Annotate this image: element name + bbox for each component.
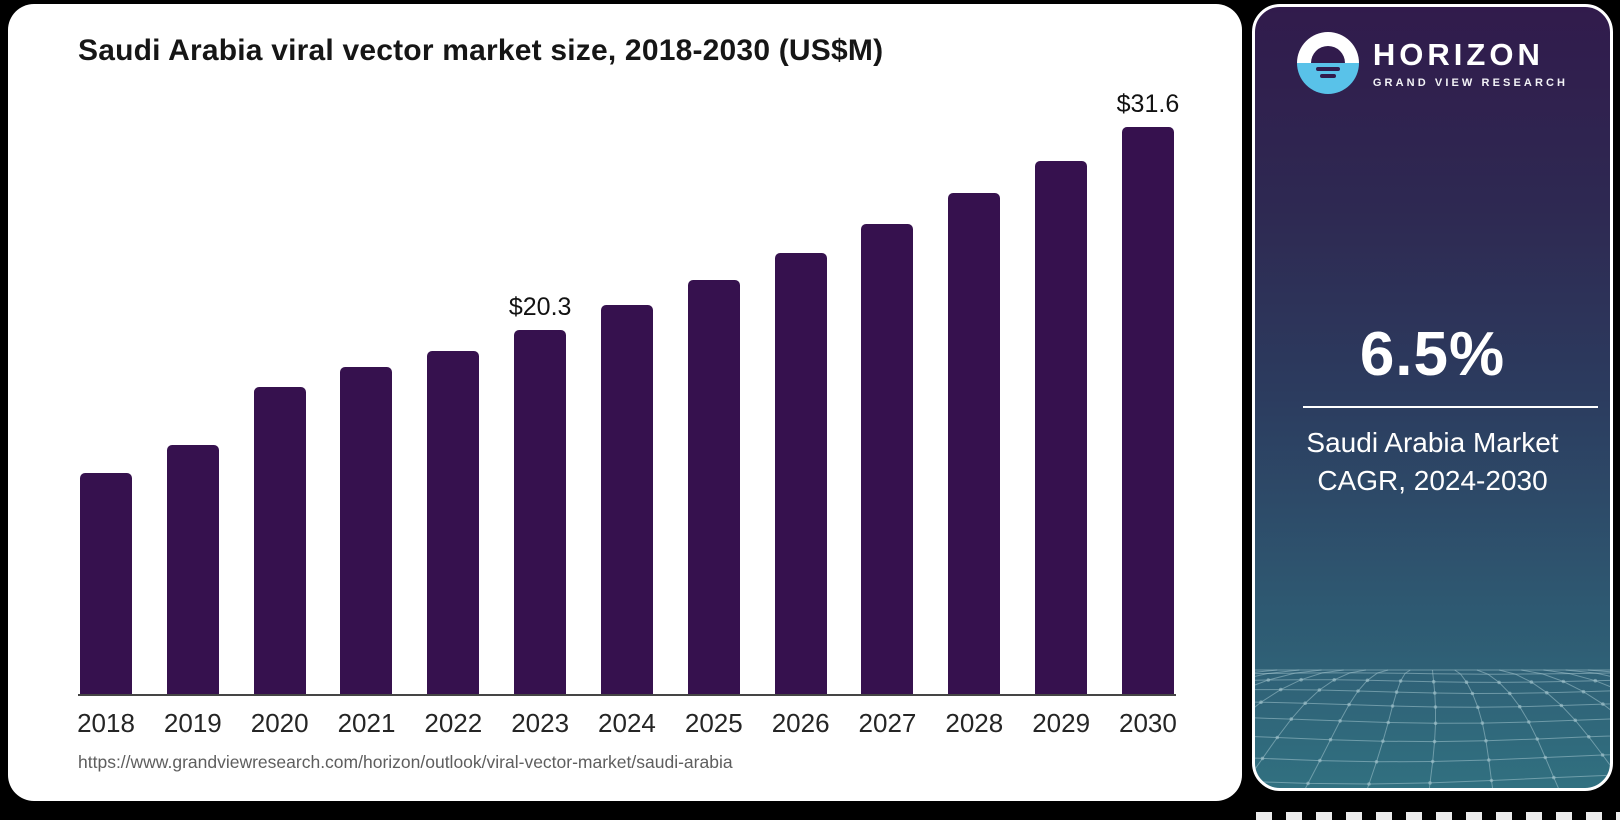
bar-2028 <box>948 193 1001 694</box>
cagr-caption-line1: Saudi Arabia Market <box>1306 427 1559 458</box>
bar-cell-2030: $31.6 2030 <box>1117 90 1180 738</box>
sun-semicircle <box>1310 46 1345 63</box>
sun-reflection-line <box>1315 67 1340 71</box>
chart-title: Saudi Arabia viral vector market size, 2… <box>78 34 884 67</box>
bar-2026 <box>774 253 827 694</box>
bar-cell-2022: 2022 <box>424 351 482 738</box>
bar-2021 <box>340 367 393 694</box>
x-tick-2030: 2030 <box>1119 708 1177 738</box>
x-tick-2026: 2026 <box>771 708 830 738</box>
x-tick-2027: 2027 <box>858 708 917 738</box>
dashed-strip-decoration <box>1256 812 1620 820</box>
horizon-sun-icon <box>1296 32 1359 94</box>
bar-2023 <box>514 330 567 694</box>
x-tick-2019: 2019 <box>163 708 222 738</box>
bar-cell-2028: 2028 <box>945 193 1003 738</box>
bar-cell-2027: 2027 <box>859 224 916 738</box>
brand-row: HORIZON GRAND VIEW RESEARCH <box>1255 32 1610 94</box>
bar-2029 <box>1035 161 1088 694</box>
sun-reflection-line <box>1319 74 1336 78</box>
x-tick-2028: 2028 <box>945 708 1004 738</box>
bar-2024 <box>600 305 653 694</box>
x-tick-2023: 2023 <box>511 708 570 738</box>
bar-2027 <box>861 224 914 694</box>
bar-cell-2021: 2021 <box>338 367 395 738</box>
bar-value-label-2030: $31.6 <box>1116 90 1180 118</box>
bar-cell-2024: 2024 <box>598 305 656 738</box>
brand-sidebar: HORIZON GRAND VIEW RESEARCH 6.5% Saudi A… <box>1252 4 1613 791</box>
brand-name: HORIZON <box>1372 37 1544 72</box>
stat-divider <box>1303 406 1598 408</box>
bar-value-label-2023: $20.3 <box>508 293 572 321</box>
cagr-caption-line2: CAGR, 2024-2030 <box>1317 465 1548 496</box>
bar-2019 <box>166 445 219 694</box>
bar-cell-2019: 2019 <box>164 445 222 738</box>
x-tick-2018: 2018 <box>77 708 135 738</box>
bar-2030 <box>1121 127 1174 694</box>
bar-cell-2018: 2018 <box>77 473 135 738</box>
bar-cell-2023: $20.3 2023 <box>509 293 572 738</box>
x-tick-2025: 2025 <box>684 708 743 738</box>
source-url: https://www.grandviewresearch.com/horizo… <box>78 752 733 772</box>
bar-2022 <box>427 351 480 694</box>
bar-cell-2025: 2025 <box>685 280 743 738</box>
bar-2018 <box>80 473 132 694</box>
bar-cell-2026: 2026 <box>772 253 830 738</box>
bar-2025 <box>687 280 740 694</box>
wireframe-mesh-decoration <box>1255 669 1610 788</box>
bar-2020 <box>253 387 306 694</box>
bar-cell-2029: 2029 <box>1032 161 1090 738</box>
x-tick-2029: 2029 <box>1032 708 1091 738</box>
cagr-stat-block: 6.5% Saudi Arabia Market CAGR, 2024-2030 <box>1255 319 1610 500</box>
cagr-value: 6.5% <box>1359 320 1506 389</box>
brand-text: HORIZON GRAND VIEW RESEARCH <box>1373 37 1568 89</box>
bar-cell-2020: 2020 <box>251 387 309 738</box>
x-tick-2022: 2022 <box>424 708 483 738</box>
x-tick-2020: 2020 <box>250 708 309 738</box>
x-tick-2021: 2021 <box>337 708 396 738</box>
bar-chart-plot: 2018 2019 2020 2021 2022 $20.3 2023 2024 2025 202… <box>77 90 1180 738</box>
chart-card: Saudi Arabia viral vector market size, 2… <box>8 4 1242 801</box>
brand-subtitle: GRAND VIEW RESEARCH <box>1372 77 1569 89</box>
x-tick-2024: 2024 <box>598 708 656 738</box>
